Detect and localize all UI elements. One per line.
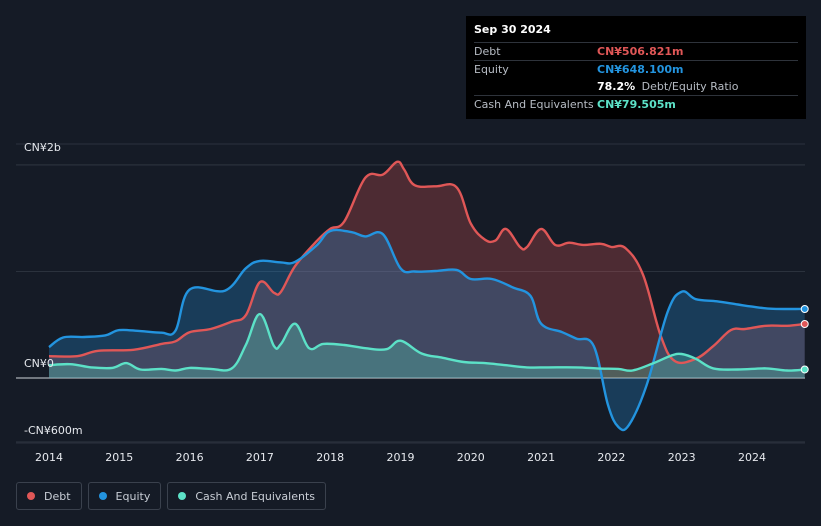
y-tick-label: -CN¥600m [24,424,83,437]
tooltip-cash-label: Cash And Equivalents [474,98,594,111]
tooltip-ratio-value: 78.2% [597,80,636,93]
tooltip-debt-value: CN¥506.821m [597,45,684,58]
equity-line [48,228,805,432]
x-tick-label: 2015 [105,451,133,464]
tooltip-row-debt: Debt CN¥506.821m [474,42,798,60]
cash-line [48,312,805,372]
tooltip-cash-value: CN¥79.505m [597,98,676,111]
x-tick-label: 2014 [35,451,63,464]
tooltip-debt-label: Debt [474,45,501,58]
legend-item-equity[interactable]: Equity [87,482,162,510]
tooltip-ratio-label: Debt/Equity Ratio [641,80,739,93]
y-tick-label: CN¥2b [24,141,61,154]
x-tick-label: 2023 [668,451,696,464]
debt-line [48,160,805,365]
debt-end-marker [800,320,809,329]
debt-area [49,161,805,378]
tooltip-row-cash: Cash And Equivalents CN¥79.505m [474,95,798,113]
legend-dot-cash [178,492,187,500]
tooltip-row-equity: Equity CN¥648.100m [474,60,798,78]
legend-item-cash[interactable]: Cash And Equivalents [167,482,326,510]
tooltip-panel: Sep 30 2024 Debt CN¥506.821m Equity CN¥6… [466,16,806,119]
x-tick-label: 2018 [316,451,344,464]
legend-dot-debt [27,492,35,500]
grid-lines [16,143,805,444]
x-tick-label: 2019 [387,451,415,464]
chart-legend: Debt Equity Cash And Equivalents [16,482,326,510]
tooltip-equity-value: CN¥648.100m [597,63,684,76]
tooltip-date: Sep 30 2024 [474,23,551,36]
series-lines [48,160,805,432]
legend-item-debt[interactable]: Debt [16,482,82,510]
x-tick-label: 2022 [597,451,625,464]
tooltip-equity-label: Equity [474,63,509,76]
axes: CN¥2b CN¥0 -CN¥600m 2014 2015 2016 2017 2018 201… [24,141,766,464]
end-markers [800,304,809,374]
legend-dot-equity [98,492,107,500]
legend-label-equity: Equity [115,489,151,503]
cash-end-marker [800,365,809,374]
legend-label-cash: Cash And Equivalents [195,489,315,503]
x-tick-label: 2024 [738,451,766,464]
x-tick-label: 2017 [246,451,274,464]
y-tick-label: CN¥0 [24,357,54,370]
x-tick-label: 2020 [457,451,485,464]
tooltip-row-ratio: 78.2% Debt/Equity Ratio [474,78,798,95]
x-tick-label: 2016 [176,451,204,464]
equity-end-marker [800,304,809,313]
x-tick-label: 2021 [527,451,555,464]
legend-label-debt: Debt [44,489,71,503]
